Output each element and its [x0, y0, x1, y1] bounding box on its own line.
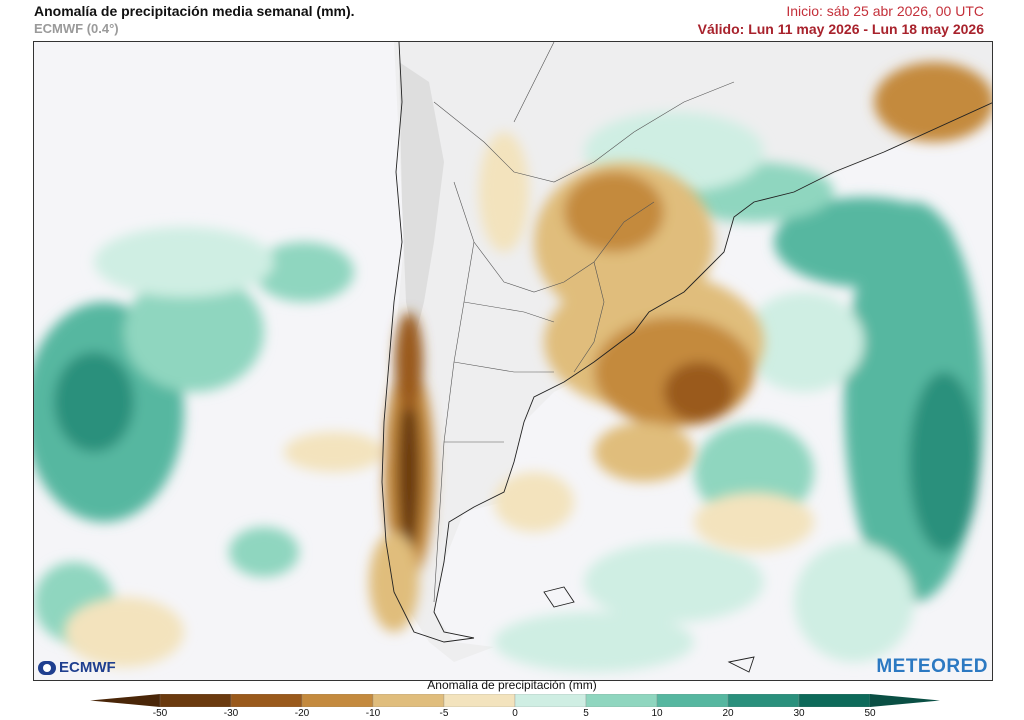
meteored-logo: METEORED	[876, 656, 988, 677]
map-canvas	[34, 42, 992, 680]
colorbar-tick-label: 50	[864, 708, 876, 719]
valid-period: Válido: Lun 11 may 2026 - Lun 18 may 202…	[697, 21, 984, 37]
colorbar	[90, 694, 940, 707]
colorbar-segment	[230, 694, 303, 707]
negative-anomaly-areas	[64, 62, 992, 667]
colorbar-tick-label: -20	[294, 708, 310, 719]
ecmwf-logo: ECMWF	[38, 659, 116, 676]
colorbar-label: Anomalía de precipitación (mm)	[427, 678, 597, 692]
colorbar-tick-label: -30	[223, 708, 239, 719]
colorbar-segment	[798, 694, 871, 707]
positive-anomaly-areas	[34, 112, 984, 672]
colorbar-segment	[443, 694, 516, 707]
colorbar-ticks: -50 -30 -20 -10 -5 0 5 10 20 30 50	[0, 708, 1024, 720]
colorbar-tick-label: 30	[793, 708, 805, 719]
colorbar-max-arrow	[870, 694, 940, 707]
colorbar-tick-label: 5	[583, 708, 589, 719]
colorbar-min-arrow	[90, 694, 160, 707]
colorbar-tick-label: -10	[365, 708, 381, 719]
colorbar-tick-label: -5	[439, 708, 449, 719]
colorbar-segment	[585, 694, 658, 707]
colorbar-segment	[301, 694, 374, 707]
init-time: Inicio: sáb 25 abr 2026, 00 UTC	[786, 3, 984, 19]
colorbar-tick-label: 10	[651, 708, 663, 719]
colorbar-segment	[372, 694, 445, 707]
land-relief	[384, 42, 992, 662]
model-label: ECMWF (0.4°)	[34, 21, 119, 36]
ecmwf-logo-text: ECMWF	[59, 659, 116, 676]
colorbar-tick-label: 20	[722, 708, 734, 719]
coastlines	[381, 42, 992, 673]
colorbar-tick-label: 0	[512, 708, 518, 719]
colorbar-segment	[159, 694, 232, 707]
colorbar-segment	[514, 694, 587, 707]
colorbar-segment	[656, 694, 729, 707]
country-borders	[433, 42, 735, 603]
colorbar-tick-label: -50	[152, 708, 168, 719]
map-title: Anomalía de precipitación media semanal …	[34, 3, 355, 19]
colorbar-segment	[727, 694, 800, 707]
precipitation-anomaly-map: ECMWF METEORED	[33, 41, 993, 681]
ecmwf-logo-icon	[38, 660, 56, 675]
